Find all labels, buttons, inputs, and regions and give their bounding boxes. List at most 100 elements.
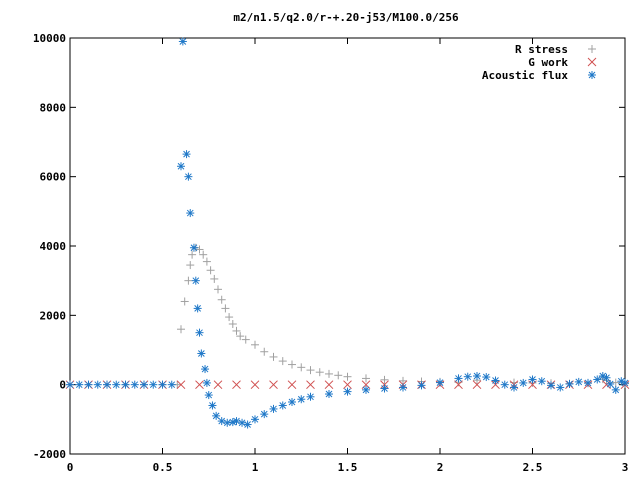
data-point	[177, 162, 185, 171]
data-point	[189, 243, 198, 252]
y-tick-label: 0	[59, 379, 66, 392]
data-point	[214, 285, 222, 294]
series-layer	[65, 37, 630, 429]
data-point	[260, 347, 269, 356]
data-point	[463, 372, 472, 381]
data-point	[287, 380, 297, 390]
data-point	[417, 381, 426, 390]
data-point	[482, 373, 491, 382]
data-point	[306, 380, 315, 390]
data-point	[178, 37, 187, 46]
data-point	[93, 380, 102, 389]
data-point	[217, 417, 226, 426]
data-point	[611, 385, 620, 394]
data-point	[593, 375, 602, 384]
data-point	[621, 378, 629, 387]
data-point	[66, 380, 74, 389]
data-point	[288, 360, 296, 369]
data-point	[202, 378, 211, 387]
data-point	[260, 410, 269, 419]
data-point	[149, 380, 158, 389]
data-point	[315, 368, 324, 377]
data-point	[232, 326, 241, 335]
x-tick-label: 1	[252, 461, 259, 474]
data-point	[195, 380, 204, 390]
y-tick-label: 4000	[40, 240, 67, 253]
data-point	[243, 420, 252, 429]
data-point	[221, 304, 230, 313]
legend-label: G work	[528, 56, 568, 69]
data-point	[250, 380, 260, 390]
data-point	[297, 395, 306, 404]
data-point	[380, 384, 389, 393]
data-point	[103, 380, 111, 389]
data-point	[602, 380, 611, 390]
data-point	[362, 385, 370, 394]
data-point	[193, 304, 202, 313]
data-point	[537, 377, 546, 386]
y-tick-label: 2000	[40, 309, 67, 322]
data-point	[241, 335, 250, 344]
data-point	[188, 250, 197, 259]
x-tick-label: 2.5	[523, 461, 543, 474]
data-point	[436, 378, 444, 387]
legend-marker	[588, 71, 596, 79]
data-point	[362, 374, 370, 383]
x-tick-label: 0	[67, 461, 74, 474]
data-point	[528, 375, 537, 384]
data-point	[565, 379, 574, 388]
data-point	[297, 363, 306, 372]
data-point	[472, 380, 482, 390]
x-tick-label: 3	[622, 461, 629, 474]
data-point	[177, 325, 185, 334]
data-point	[236, 332, 245, 341]
data-point	[547, 381, 555, 390]
y-tick-label: 8000	[40, 101, 67, 114]
data-point	[269, 380, 278, 390]
data-point	[206, 266, 215, 275]
x-axis: 0 0.5 1 1.5 2 2.5 3	[67, 38, 629, 474]
data-point	[195, 245, 204, 254]
data-point	[167, 380, 176, 389]
data-point	[325, 390, 333, 399]
data-point	[500, 380, 509, 389]
data-point	[278, 357, 287, 366]
legend-marker	[587, 57, 597, 67]
data-point	[574, 377, 583, 386]
data-point	[191, 276, 200, 285]
data-point	[184, 172, 193, 181]
y-tick-label: -2000	[33, 448, 66, 461]
data-point	[343, 372, 352, 381]
data-point	[186, 261, 195, 270]
data-point	[197, 349, 206, 358]
y-tick-label: 10000	[33, 32, 66, 45]
data-point	[213, 380, 223, 390]
series-acoustic-flux	[66, 37, 629, 429]
data-point	[201, 365, 210, 374]
y-axis: -2000 0 2000 4000 6000 8000 10000	[33, 32, 625, 461]
data-point	[225, 313, 234, 322]
data-point	[182, 150, 191, 159]
data-point	[208, 401, 217, 410]
data-point	[491, 380, 500, 390]
data-point	[519, 378, 528, 387]
data-point	[602, 373, 611, 382]
data-point	[454, 374, 463, 383]
data-point	[288, 398, 296, 406]
data-point	[334, 371, 343, 380]
x-tick-label: 0.5	[153, 461, 173, 474]
data-point	[176, 380, 186, 390]
legend-label: Acoustic flux	[482, 69, 568, 82]
data-point	[399, 383, 407, 392]
data-point	[269, 404, 278, 413]
data-point	[251, 340, 259, 349]
data-point	[217, 295, 226, 304]
data-point	[112, 380, 121, 389]
x-tick-label: 2	[437, 461, 444, 474]
data-point	[199, 250, 208, 259]
data-point	[510, 383, 518, 392]
data-point	[130, 380, 139, 389]
